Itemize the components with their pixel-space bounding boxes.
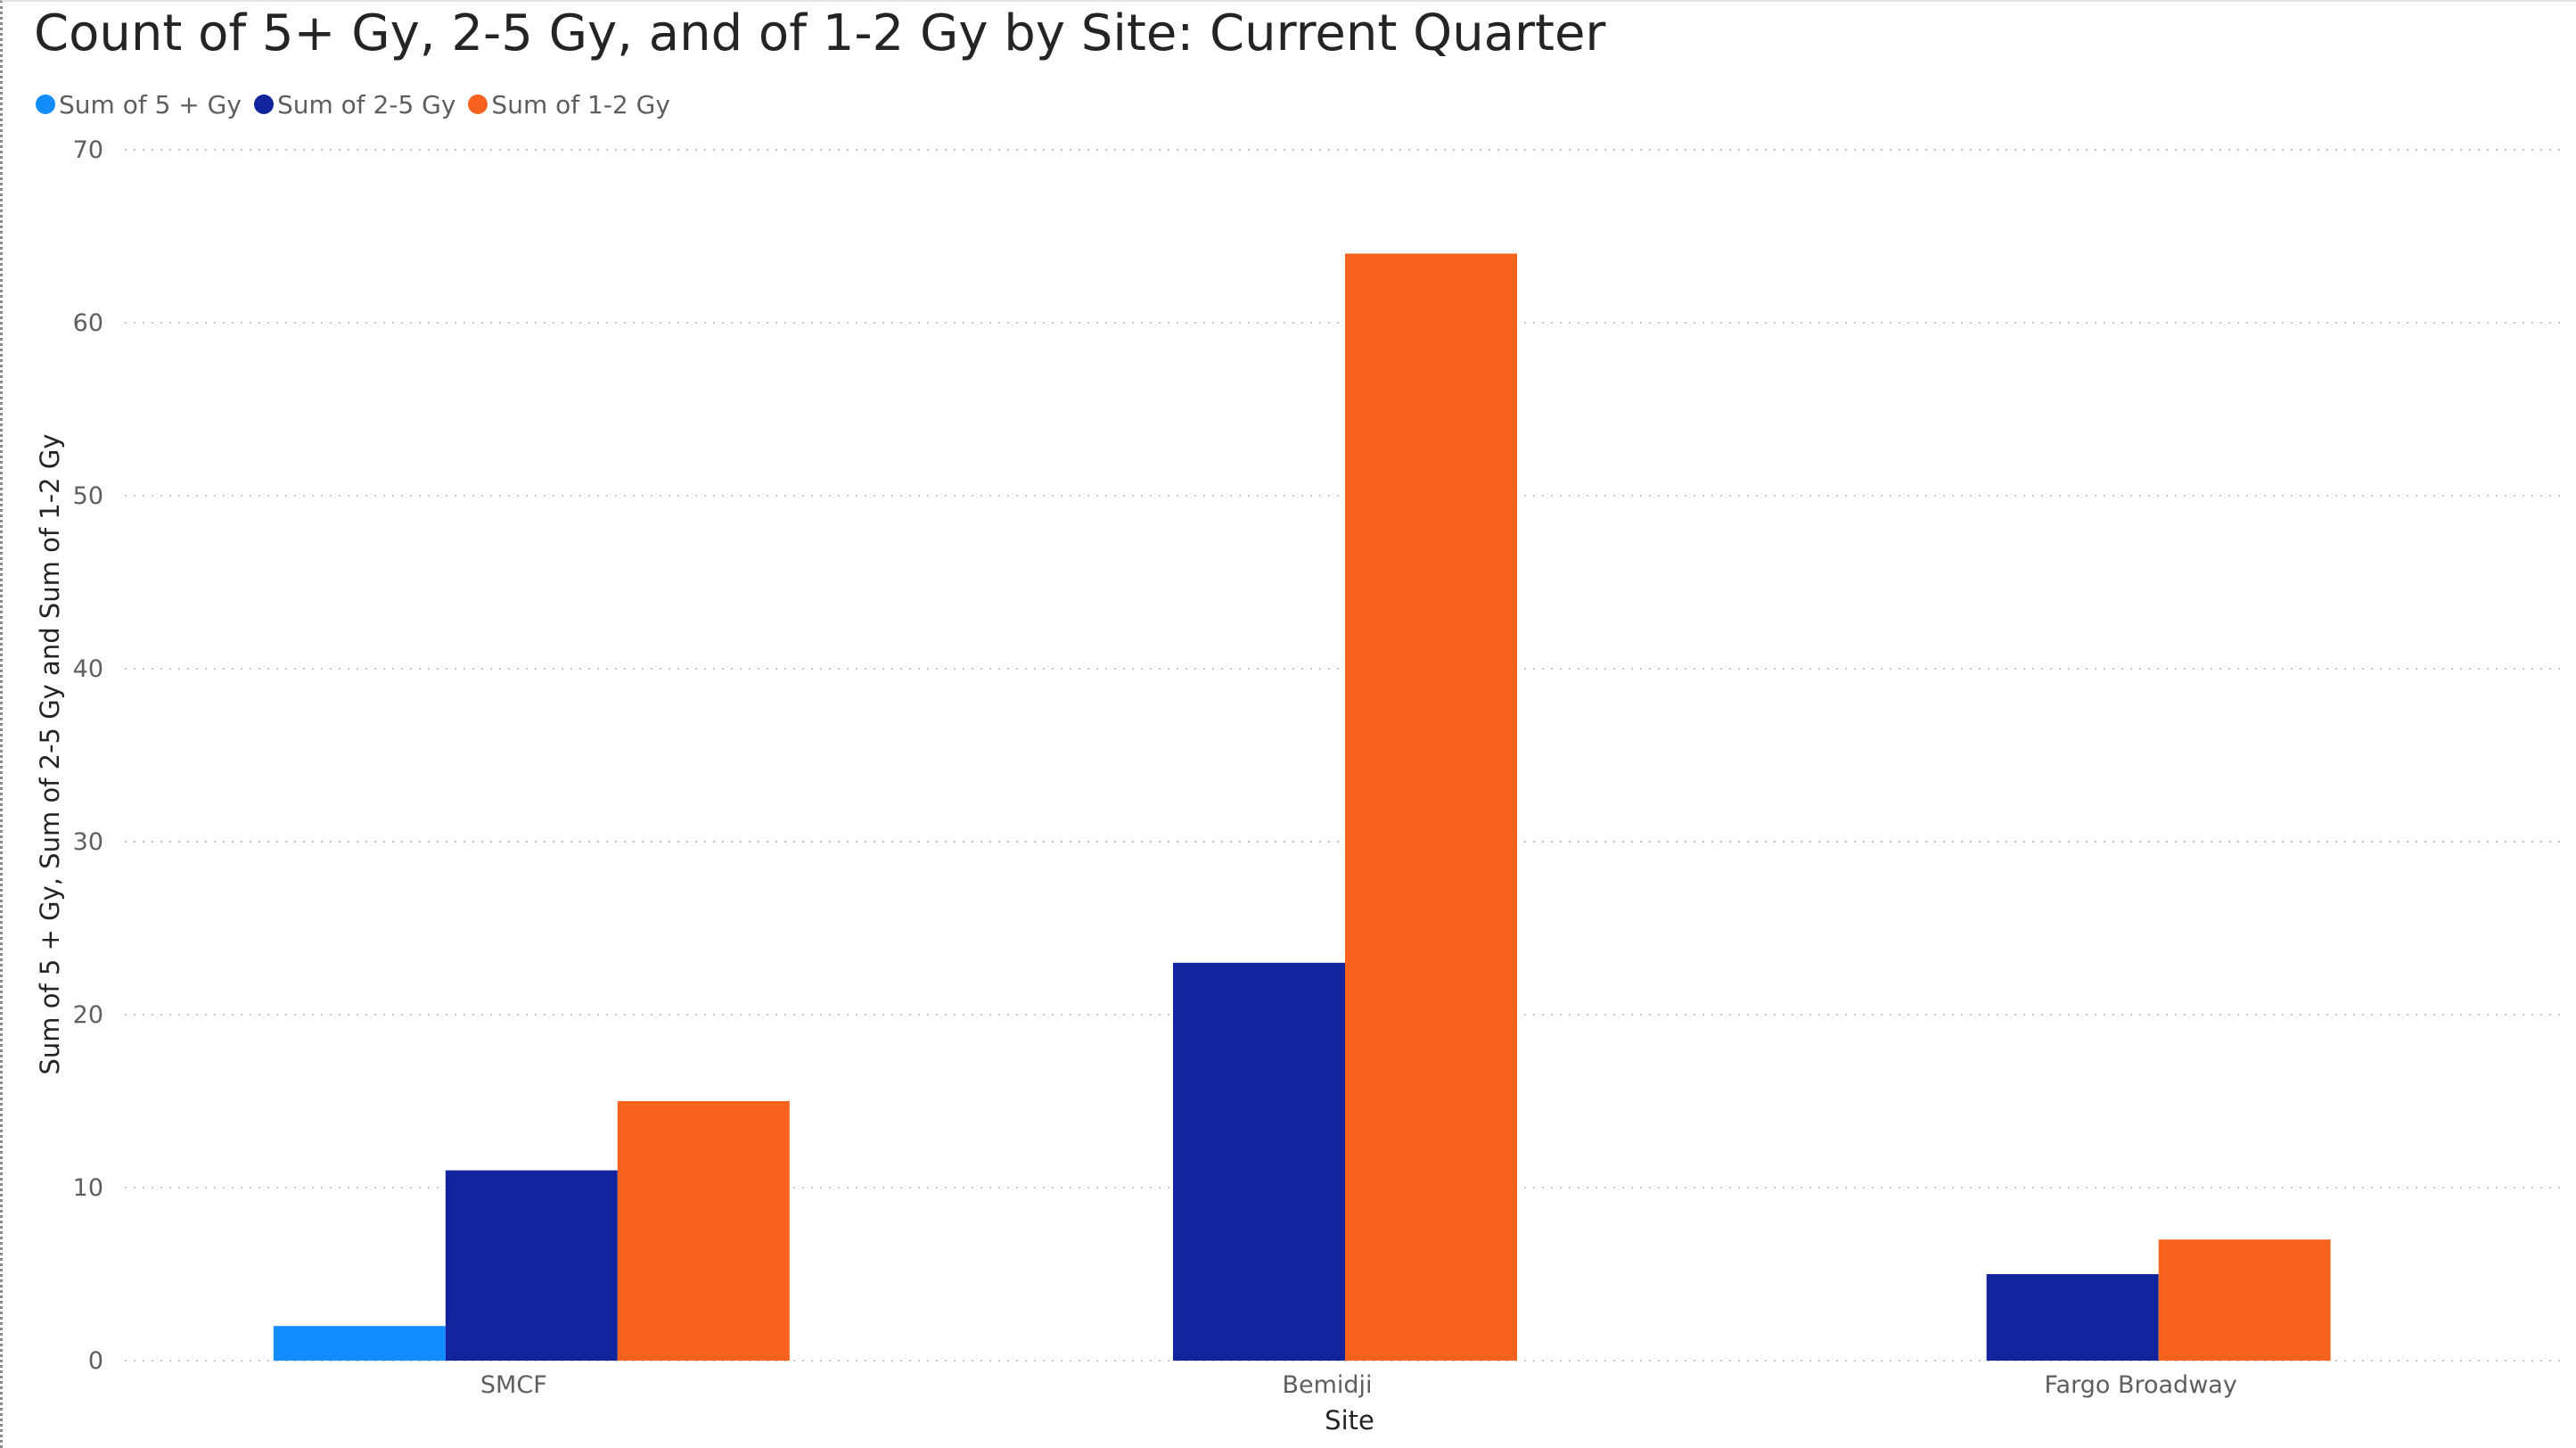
bar-fargo-broadway-series-2[interactable] [1986, 1274, 2159, 1361]
legend-label: Sum of 2-5 Gy [276, 89, 456, 119]
legend-item-sum-5-plus-gy[interactable]: Sum of 5 + Gy [36, 90, 242, 119]
bar-fargo-broadway-series-3[interactable] [2158, 1239, 2331, 1361]
chart-title: Count of 5+ Gy, 2-5 Gy, and of 1-2 Gy by… [34, 4, 1606, 62]
bar-bemidji-series-2[interactable] [1173, 962, 1345, 1361]
bar-smcf-series-3[interactable] [617, 1101, 790, 1361]
y-tick-label: 70 [73, 136, 103, 164]
bar-bemidji-series-3[interactable] [1345, 253, 1517, 1361]
bars[interactable] [273, 253, 2331, 1361]
y-tick-label: 20 [73, 1001, 103, 1029]
y-axis-title: Sum of 5 + Gy, Sum of 2-5 Gy and Sum of … [35, 434, 65, 1075]
bar-smcf-series-2[interactable] [445, 1170, 618, 1361]
chart-legend[interactable]: Sum of 5 + Gy Sum of 2-5 Gy Sum of 1-2 G… [36, 82, 670, 127]
y-tick-label: 0 [88, 1347, 103, 1375]
y-tick-label: 60 [73, 309, 103, 337]
x-tick-label: SMCF [480, 1371, 547, 1399]
x-axis-title: Site [1325, 1405, 1374, 1436]
y-axis-ticks: 0 10 20 30 40 50 60 70 [73, 136, 103, 1375]
x-tick-label: Bemidji [1282, 1371, 1372, 1399]
legend-item-sum-2-5-gy[interactable]: Sum of 2-5 Gy [253, 89, 456, 119]
y-tick-label: 30 [73, 828, 103, 856]
bar-smcf-series-1[interactable] [273, 1326, 446, 1361]
legend-item-sum-1-2-gy[interactable]: Sum of 1-2 Gy [468, 89, 670, 119]
y-tick-label: 40 [73, 655, 103, 683]
y-tick-label: 50 [73, 482, 103, 510]
y-tick-label: 10 [73, 1174, 103, 1202]
x-tick-label: Fargo Broadway [2045, 1371, 2237, 1399]
legend-label: Sum of 1-2 Gy [491, 89, 670, 119]
x-axis-ticks: SMCF Bemidji Fargo Broadway [480, 1371, 2237, 1399]
legend-marker [468, 95, 488, 114]
legend-marker [253, 95, 274, 114]
legend-marker [36, 95, 55, 114]
legend-label: Sum of 5 + Gy [59, 89, 242, 119]
